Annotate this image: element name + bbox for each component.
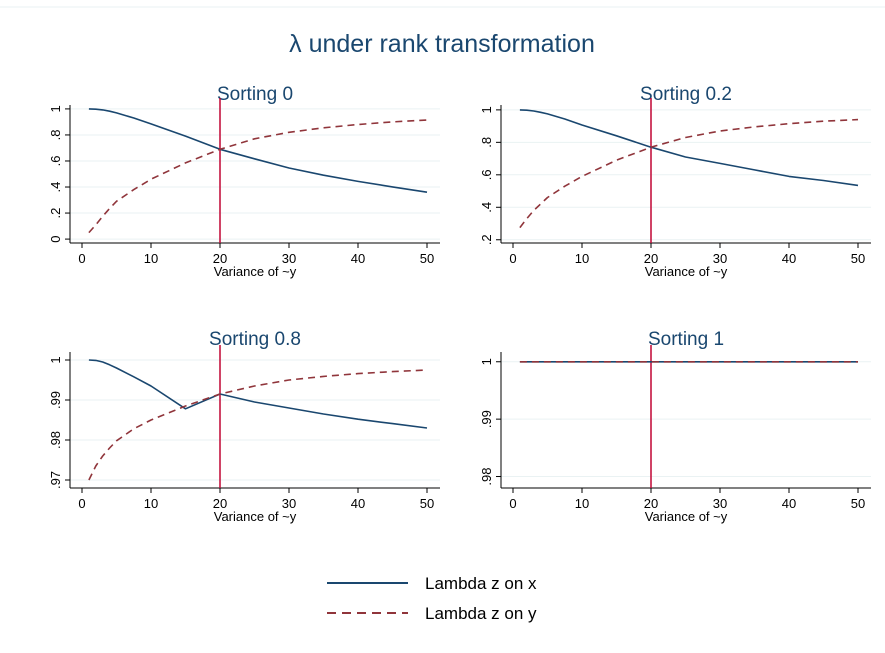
panel-title: Sorting 1: [648, 329, 724, 350]
y-tick-label: .2: [479, 234, 494, 245]
legend-label-y: Lambda z on y: [425, 604, 537, 623]
y-tick-label: .8: [479, 137, 494, 148]
y-tick-label: 1: [48, 356, 63, 363]
y-tick-label: .6: [479, 169, 494, 180]
x-axis-label: Variance of ~y: [645, 509, 728, 524]
x-axis-label: Variance of ~y: [214, 264, 297, 279]
y-tick-label: .97: [48, 471, 63, 489]
y-tick-label: .98: [479, 467, 494, 485]
x-tick-label: 40: [782, 251, 796, 266]
x-tick-label: 50: [851, 251, 865, 266]
x-tick-label: 0: [509, 496, 516, 511]
y-tick-label: 0: [48, 235, 63, 242]
y-tick-label: .99: [479, 410, 494, 428]
y-tick-label: .4: [479, 202, 494, 213]
main-title: λ under rank transformation: [289, 30, 595, 58]
x-axis-label: Variance of ~y: [645, 264, 728, 279]
y-tick-label: .4: [48, 182, 63, 193]
panel-title: Sorting 0: [217, 84, 293, 105]
x-tick-label: 50: [851, 496, 865, 511]
x-tick-label: 10: [144, 251, 158, 266]
y-tick-label: 1: [48, 105, 63, 112]
x-tick-label: 40: [351, 251, 365, 266]
y-tick-label: .6: [48, 156, 63, 167]
x-tick-label: 40: [782, 496, 796, 511]
y-tick-label: .98: [48, 431, 63, 449]
x-tick-label: 10: [144, 496, 158, 511]
x-axis-label: Variance of ~y: [214, 509, 297, 524]
y-tick-label: .99: [48, 391, 63, 409]
x-tick-label: 40: [351, 496, 365, 511]
y-tick-label: .2: [48, 208, 63, 219]
panel-title: Sorting 0.2: [640, 84, 732, 105]
y-tick-label: 1: [479, 106, 494, 113]
y-tick-label: 1: [479, 358, 494, 365]
y-tick-label: .8: [48, 130, 63, 141]
x-tick-label: 0: [78, 496, 85, 511]
x-tick-label: 50: [420, 251, 434, 266]
legend-label-x: Lambda z on x: [425, 574, 537, 593]
x-tick-label: 0: [78, 251, 85, 266]
x-tick-label: 50: [420, 496, 434, 511]
panel-title: Sorting 0.8: [209, 329, 301, 350]
x-tick-label: 10: [575, 251, 589, 266]
x-tick-label: 10: [575, 496, 589, 511]
x-tick-label: 0: [509, 251, 516, 266]
